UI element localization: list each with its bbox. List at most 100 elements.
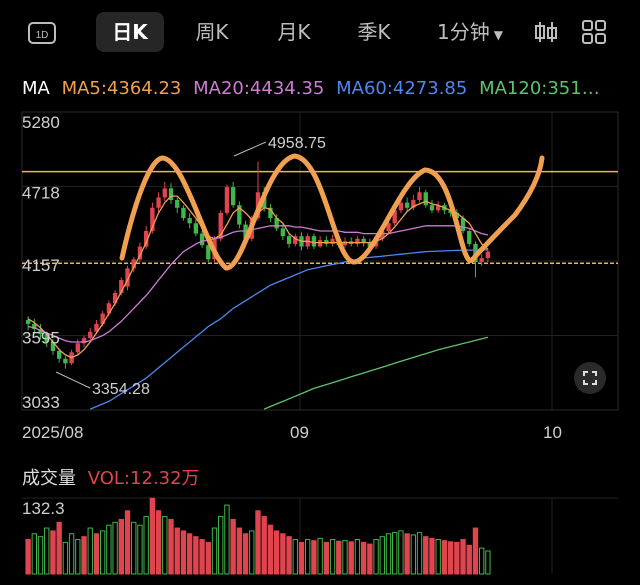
- candle-body: [448, 210, 453, 213]
- fullscreen-button[interactable]: [574, 362, 606, 394]
- volume-bar: [255, 510, 261, 575]
- tab-month-k[interactable]: 月K: [277, 20, 311, 44]
- tab-season-k[interactable]: 季K: [357, 20, 391, 44]
- volume-bar: [336, 540, 342, 575]
- candle-body: [417, 192, 422, 201]
- candle-body: [330, 238, 335, 244]
- volume-bar: [435, 539, 441, 575]
- ma-label: MA: [22, 78, 50, 99]
- candle-body: [293, 236, 298, 244]
- candle-body: [206, 245, 211, 260]
- candle-body: [75, 343, 80, 353]
- candle-body: [485, 251, 491, 259]
- period-icon-text: 1D: [36, 30, 49, 41]
- y-axis-tick: 3033: [22, 393, 60, 412]
- expand-icon: [583, 371, 597, 385]
- volume-bar: [360, 541, 367, 575]
- y-axis-tick: 3595: [22, 328, 60, 347]
- candle-body: [429, 205, 435, 211]
- volume-bar: [323, 541, 330, 575]
- volume-bar: [410, 534, 417, 575]
- candle-body: [168, 188, 174, 201]
- day-period-icon[interactable]: 1D: [28, 20, 58, 44]
- x-axis-tick: 2025/08: [22, 423, 83, 442]
- ma5-value: MA5:4364.23: [61, 78, 182, 99]
- volume-bar: [354, 539, 361, 575]
- grid-icon: [582, 20, 606, 44]
- candle-body: [199, 233, 205, 246]
- volume-bar: [149, 497, 156, 575]
- candle-body: [50, 341, 56, 352]
- candle-body: [286, 236, 292, 244]
- candle-body: [479, 258, 484, 262]
- volume-bar: [205, 541, 211, 575]
- volume-bar: [379, 536, 385, 575]
- volume-title: 成交量: [22, 468, 76, 489]
- volume-title-row: 成交量 VOL:12.32万: [22, 464, 200, 490]
- candle-body: [398, 202, 404, 211]
- candle-body: [156, 197, 161, 208]
- candle-body: [268, 207, 273, 219]
- candle-style-button[interactable]: [532, 12, 560, 52]
- volume-bar: [292, 539, 298, 575]
- minute-dropdown[interactable]: 1分钟 ▼: [428, 12, 512, 52]
- volume-bar: [454, 541, 460, 575]
- volume-max-label: 132.3: [22, 499, 65, 518]
- volume-bar: [193, 536, 199, 575]
- candle-body: [106, 303, 112, 314]
- hand-drawn-wave: [119, 153, 545, 271]
- x-axis-tick: 10: [543, 423, 562, 442]
- candle-body: [342, 241, 348, 246]
- tab-day-k[interactable]: 日K: [96, 12, 164, 52]
- candle-body: [361, 238, 366, 243]
- candle-body: [181, 207, 186, 219]
- candle-body: [317, 240, 323, 247]
- candle-body: [137, 246, 143, 260]
- ma60-line: [89, 249, 488, 410]
- volume-bar: [466, 544, 472, 575]
- candle-body: [125, 268, 130, 287]
- volume-bar: [317, 537, 323, 575]
- candle-body: [218, 212, 223, 239]
- ma120-value: MA120:351…: [479, 78, 600, 99]
- ma20-value: MA20:4434.35: [193, 78, 325, 99]
- period-toolbar: 1D 日K 周K 月K 季K 1分钟 ▼: [0, 0, 640, 66]
- volume-value: VOL:12.32万: [87, 468, 200, 489]
- candle-body: [81, 338, 87, 344]
- volume-bar: [211, 527, 218, 575]
- volume-bar: [261, 516, 267, 575]
- ma60-value: MA60:4273.85: [336, 78, 468, 99]
- volume-bar: [416, 532, 423, 575]
- volume-bar: [348, 541, 354, 575]
- candle-body: [112, 292, 118, 304]
- candle-body: [25, 320, 31, 324]
- high-annotation: 4958.75: [268, 135, 326, 152]
- tab-week-k[interactable]: 周K: [195, 20, 229, 44]
- volume-bar: [392, 532, 398, 575]
- volume-bar: [404, 533, 410, 575]
- volume-bar: [230, 518, 236, 575]
- candle-body: [274, 218, 279, 229]
- grid-menu-button[interactable]: [580, 12, 608, 52]
- volume-bar: [224, 504, 230, 575]
- volume-bar: [385, 533, 392, 575]
- volume-bar: [37, 536, 44, 575]
- calendar-icon: 1D: [28, 22, 56, 44]
- volume-bar: [75, 539, 81, 575]
- volume-bar: [373, 539, 379, 575]
- volume-bar: [87, 527, 93, 575]
- volume-bar: [367, 543, 373, 575]
- ma20-line: [27, 225, 489, 343]
- low-annotation: 3354.28: [92, 381, 150, 398]
- volume-bars: 132.3: [22, 497, 618, 575]
- volume-bar: [162, 516, 168, 575]
- volume-bar: [50, 530, 56, 575]
- volume-bar: [93, 533, 100, 575]
- volume-bar: [186, 533, 193, 575]
- candle-body: [386, 223, 391, 231]
- volume-bar: [143, 516, 149, 575]
- candles: [25, 161, 491, 369]
- volume-bar: [155, 510, 162, 575]
- volume-bar: [118, 518, 124, 575]
